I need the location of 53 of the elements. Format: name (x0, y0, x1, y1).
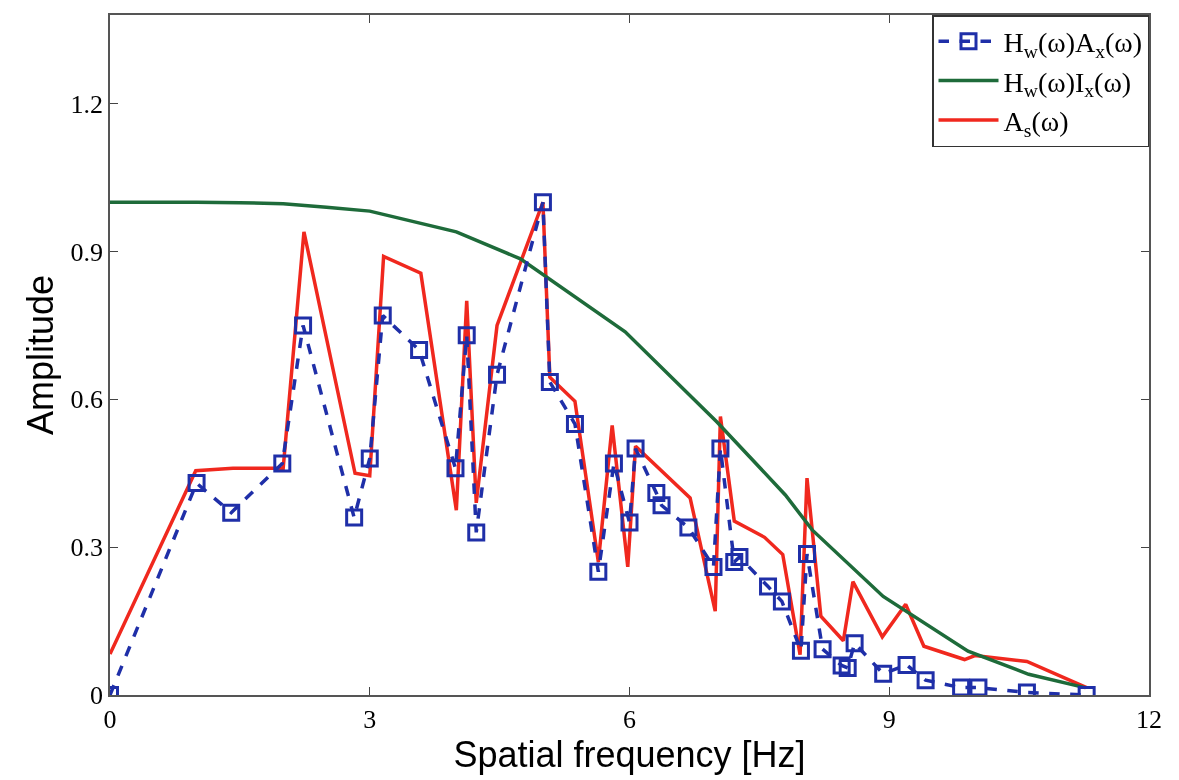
point (813, 640, 832, 659)
legend-label: H$_{w}$(ω)I$_{x}$(ω) (1003, 66, 1132, 102)
x-tick-label: 9 (882, 704, 896, 734)
y-axis-title: Amplitude (19, 274, 61, 436)
x-axis-title: Spatial frequency [Hz] (453, 733, 806, 775)
y-tick-label: 0 (90, 681, 104, 711)
point (838, 658, 857, 677)
point (187, 474, 206, 493)
point (897, 655, 916, 674)
point (969, 678, 988, 695)
point (273, 454, 292, 473)
point (446, 459, 465, 478)
point (467, 523, 486, 542)
x-tick-label: 12 (1136, 704, 1162, 734)
point (798, 545, 816, 564)
point (533, 193, 552, 212)
point (832, 656, 851, 675)
point (679, 518, 698, 537)
point (604, 454, 623, 473)
y-tick-label: 0.6 (70, 385, 104, 415)
y-tick-label: 0.3 (70, 533, 104, 563)
point (704, 557, 723, 576)
point (565, 414, 584, 433)
point (620, 513, 639, 532)
point (772, 592, 791, 611)
legend-label: A$_{s}$(ω) (1003, 105, 1069, 141)
point (725, 552, 744, 571)
y-tick-label: 1.2 (70, 89, 104, 119)
point (759, 577, 778, 596)
point (626, 439, 645, 458)
point (488, 365, 507, 384)
x-tick-label: 6 (623, 704, 636, 734)
point (360, 449, 379, 468)
point (647, 483, 666, 502)
x-tick-label: 3 (363, 704, 377, 734)
point (457, 326, 476, 345)
point (294, 316, 313, 335)
point (410, 341, 429, 360)
point (916, 671, 935, 690)
point (589, 562, 608, 581)
point (345, 508, 364, 527)
y-tick-label: 0.9 (70, 237, 104, 267)
point (652, 496, 671, 515)
point (540, 373, 559, 392)
legend-label: H$_{w}$(ω)A$_{x}$(ω) (1003, 27, 1143, 62)
point (711, 439, 730, 458)
point (791, 641, 810, 660)
point (845, 634, 864, 653)
point (373, 306, 392, 325)
point (952, 678, 971, 695)
point (874, 664, 893, 683)
point (730, 548, 749, 567)
point (222, 503, 241, 522)
